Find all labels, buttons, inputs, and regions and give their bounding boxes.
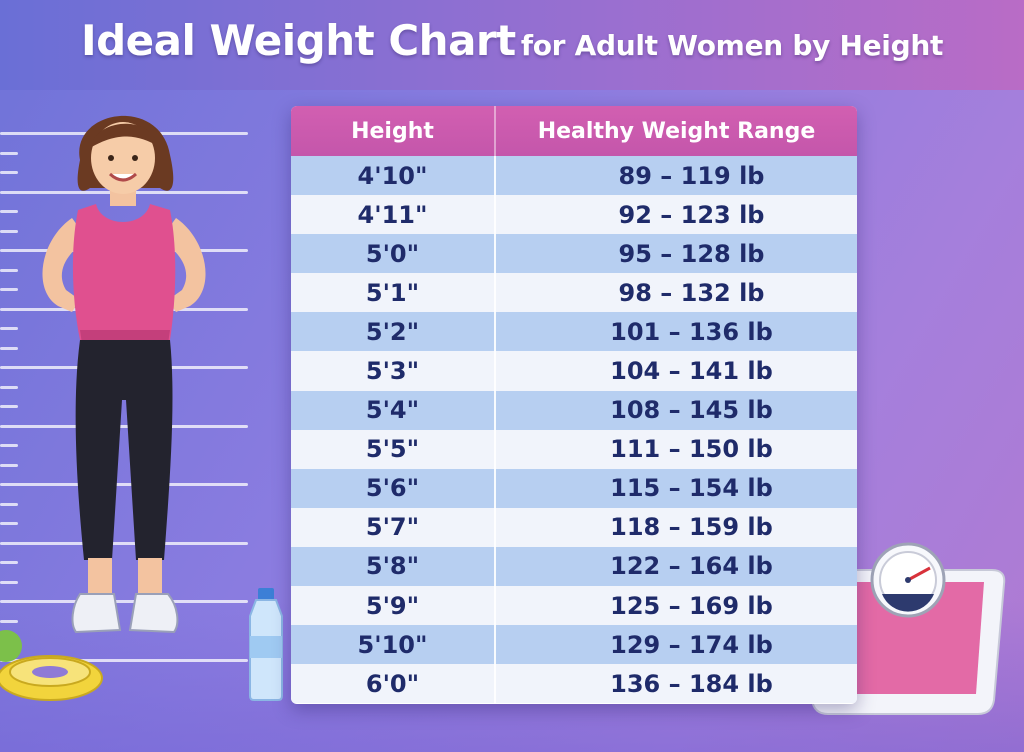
weight-range-cell: 104 – 141 lb [610, 357, 773, 386]
table-row: 5'8" 122 – 164 lb [291, 546, 857, 587]
weight-range-cell: 108 – 145 lb [610, 396, 773, 425]
table-row: 5'2" 101 – 136 lb [291, 312, 857, 352]
table-row: 6'0" 136 – 184 lb [291, 664, 857, 704]
weight-range-cell: 98 – 132 lb [618, 278, 765, 307]
height-cell: 5'10" [291, 625, 496, 665]
woman-figure-icon [42, 115, 206, 634]
table-row: 5'5" 111 – 150 lb [291, 429, 857, 469]
height-cell: 5'3" [291, 351, 496, 391]
ruler-tick [0, 541, 248, 545]
table-row: 4'10" 89 – 119 lb [291, 156, 857, 196]
title-main: Ideal Weight Chart [80, 16, 516, 65]
height-cell: 5'4" [291, 390, 496, 430]
table-row: 5'9" 125 – 169 lb [291, 586, 857, 626]
ruler-tick [0, 385, 18, 389]
weight-range-cell: 115 – 154 lb [610, 474, 773, 503]
column-header-range: Healthy Weight Range [537, 118, 816, 144]
height-cell: 6'0" [291, 664, 496, 704]
weight-range-cell: 111 – 150 lb [610, 435, 773, 464]
height-cell: 5'6" [291, 468, 496, 508]
height-cell: 5'0" [291, 234, 496, 274]
weight-range-cell: 101 – 136 lb [610, 317, 773, 346]
ruler-tick [0, 210, 18, 213]
header-band [0, 0, 1024, 90]
weight-range-cell: 89 – 119 lb [618, 161, 765, 190]
table-row: 5'1" 98 – 132 lb [291, 273, 857, 313]
ruler-tick [0, 561, 18, 564]
ruler-tick [0, 444, 18, 447]
table-row: 5'0" 95 – 128 lb [291, 234, 857, 274]
table-row: 5'3" 104 – 141 lb [291, 351, 857, 391]
height-cell: 4'11" [291, 195, 496, 235]
ruler-tick [0, 600, 248, 603]
height-cell: 5'8" [291, 546, 496, 587]
ruler-tick [0, 229, 18, 233]
weight-range-cell: 95 – 128 lb [618, 239, 765, 268]
title-sub: for Adult Women by Height [520, 29, 944, 62]
ruler-tick [0, 424, 248, 428]
ruler-tick [0, 619, 18, 623]
ruler-tick [0, 483, 248, 486]
ruler-tick [0, 463, 18, 467]
ruler-tick [0, 171, 18, 174]
table-header: Height Healthy Weight Range [291, 106, 857, 156]
ruler-tick [0, 502, 18, 506]
table-row: 5'4" 108 – 145 lb [291, 390, 857, 430]
ruler-tick [0, 288, 18, 291]
weight-range-cell: 122 – 164 lb [610, 552, 773, 581]
page-title: Ideal Weight Chart for Adult Women by He… [0, 16, 1024, 65]
weight-range-cell: 118 – 159 lb [610, 513, 773, 542]
height-cell: 5'5" [291, 429, 496, 469]
column-header-height: Height [291, 106, 496, 156]
height-cell: 4'10" [291, 156, 496, 196]
height-cell: 5'1" [291, 273, 496, 313]
water-bottle-icon [249, 588, 283, 701]
weight-range-cell: 125 – 169 lb [610, 591, 773, 620]
weight-range-cell: 136 – 184 lb [610, 669, 773, 698]
weight-table: Height Healthy Weight Range 4'10" 89 – 11… [291, 106, 857, 704]
weight-range-cell: 92 – 123 lb [618, 200, 765, 229]
height-cell: 5'9" [291, 586, 496, 626]
ruler-tick [0, 151, 18, 155]
ruler-tick [0, 658, 248, 662]
ruler-tick [0, 405, 18, 408]
ruler-tick [0, 268, 18, 272]
measuring-tape-icon [0, 630, 103, 701]
ruler-tick [0, 580, 18, 584]
ruler-tick [0, 327, 18, 330]
table-body: 4'10" 89 – 119 lb 4'11" 92 – 123 lb 5'0" 95 –… [291, 156, 857, 704]
height-cell: 5'2" [291, 312, 496, 352]
height-cell: 5'7" [291, 507, 496, 547]
table-row: 5'7" 118 – 159 lb [291, 507, 857, 547]
ruler-tick [0, 522, 18, 525]
table-row: 5'6" 115 – 154 lb [291, 468, 857, 508]
table-row: 4'11" 92 – 123 lb [291, 195, 857, 235]
weight-range-cell: 129 – 174 lb [610, 630, 773, 659]
ruler-tick [0, 346, 18, 350]
table-row: 5'10" 129 – 174 lb [291, 625, 857, 665]
